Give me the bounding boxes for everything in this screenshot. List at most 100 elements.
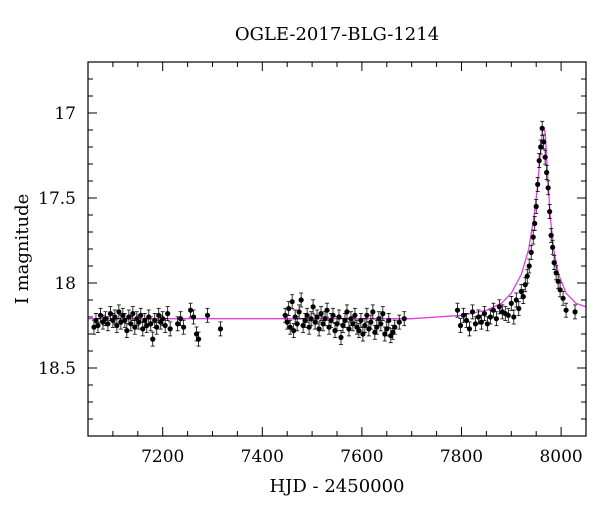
data-point <box>105 316 111 332</box>
data-point <box>291 323 297 339</box>
data-point <box>550 239 556 255</box>
data-point <box>513 292 519 308</box>
data-point <box>528 244 534 260</box>
data-point <box>511 309 517 325</box>
data-point <box>160 311 166 327</box>
data-point <box>481 306 488 322</box>
data-point <box>148 316 154 332</box>
data-point <box>563 302 569 318</box>
data-point <box>190 309 197 325</box>
data-point <box>120 307 126 323</box>
data-point <box>165 306 171 322</box>
data-point <box>386 312 392 328</box>
data-point <box>181 319 187 335</box>
model-layer <box>88 126 587 320</box>
data-point <box>466 321 473 337</box>
data-point <box>380 306 386 322</box>
data-point <box>475 309 482 325</box>
data-point <box>376 311 382 327</box>
data-point <box>545 180 551 196</box>
model-curve <box>88 126 587 320</box>
data-point <box>346 321 352 337</box>
y-tick-label: 17.5 <box>38 189 76 209</box>
x-tick-label: 7800 <box>440 447 483 467</box>
data-point <box>532 216 538 231</box>
data-point <box>454 302 461 318</box>
data-point <box>560 290 566 306</box>
data-point <box>542 149 548 165</box>
data-point <box>547 204 553 220</box>
data-point <box>344 304 350 320</box>
data-point <box>116 304 122 320</box>
data-point <box>289 294 295 310</box>
data-point <box>330 307 336 323</box>
y-tick-label: 17 <box>54 104 76 124</box>
data-point <box>533 199 539 214</box>
data-point <box>496 299 502 315</box>
data-point <box>128 316 134 332</box>
data-point <box>370 304 376 320</box>
data-point <box>284 314 290 330</box>
data-point <box>516 301 522 316</box>
data-point <box>124 323 130 339</box>
data-point <box>487 309 493 325</box>
data-point <box>469 304 476 320</box>
data-point <box>178 311 184 327</box>
data-point <box>505 307 511 323</box>
data-point <box>304 307 310 323</box>
data-point <box>368 314 374 330</box>
data-point <box>187 302 194 318</box>
x-tick-label: 7400 <box>241 447 284 467</box>
data-point <box>95 318 101 333</box>
data-point <box>356 323 362 339</box>
data-point <box>493 311 499 327</box>
data-point <box>138 307 144 323</box>
data-point <box>310 299 316 315</box>
data-point <box>162 318 168 333</box>
x-tick-label: 7600 <box>340 447 383 467</box>
x-tick-label: 8000 <box>539 447 582 467</box>
data-point <box>308 311 314 327</box>
data-point <box>150 331 156 347</box>
data-point <box>541 134 547 150</box>
data-point <box>457 318 464 333</box>
data-point <box>551 255 557 271</box>
data-point <box>572 304 578 320</box>
data-point <box>316 321 322 337</box>
data-point <box>362 318 368 333</box>
data-point <box>538 139 544 155</box>
data-point <box>348 311 354 327</box>
tick-labels-layer: 7200 7400 7600 7800 8000 17 17.5 18 18.5 <box>38 104 583 467</box>
data-point <box>175 316 181 332</box>
data-point <box>286 301 292 316</box>
data-point <box>324 302 330 318</box>
data-point <box>122 312 128 328</box>
data-point <box>378 316 384 332</box>
data-point <box>298 292 304 308</box>
data-point <box>536 153 542 169</box>
chart-title: OGLE-2017-BLG-1214 <box>235 24 439 45</box>
data-point <box>539 120 545 136</box>
y-tick-label: 18 <box>54 274 76 294</box>
data-point <box>524 268 530 284</box>
data-point <box>167 321 173 337</box>
points-layer <box>91 120 578 347</box>
data-point <box>336 309 342 325</box>
y-tick-label: 18.5 <box>38 359 76 379</box>
data-point <box>195 331 202 347</box>
data-point <box>318 306 324 322</box>
data-point <box>287 319 293 335</box>
data-point <box>204 307 211 323</box>
data-point <box>107 306 114 322</box>
data-point <box>401 311 407 327</box>
ticks-layer <box>88 62 587 436</box>
x-axis-label: HJD - 2450000 <box>269 476 404 497</box>
x-tick-label: 7200 <box>141 447 184 467</box>
data-point <box>535 176 541 192</box>
data-point <box>544 165 550 180</box>
y-axis-label: I magnitude <box>12 194 33 305</box>
data-point <box>396 314 402 330</box>
data-point <box>217 321 224 337</box>
plot-frame <box>87 61 587 437</box>
